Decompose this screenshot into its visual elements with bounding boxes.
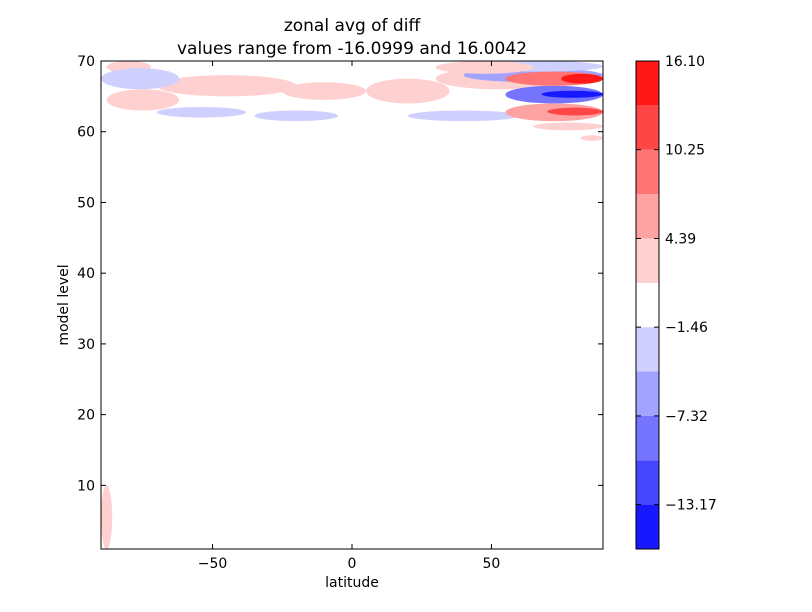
contour-region	[156, 75, 297, 97]
y-tick-label: 70	[77, 54, 95, 70]
colorbar-tick-label: −1.46	[665, 320, 708, 336]
y-axis-label: model level	[56, 264, 72, 345]
contour-region	[101, 485, 113, 549]
y-tick-label: 20	[77, 408, 95, 424]
colorbar-band	[636, 415, 659, 461]
colorbar-frame	[635, 60, 660, 550]
colorbar-tick-label: −13.17	[665, 498, 717, 514]
x-axis-label: latitude	[325, 575, 379, 591]
colorbar-band	[636, 460, 659, 505]
contour-region	[580, 135, 603, 141]
contour-region	[254, 110, 339, 122]
plot-area: −50 0 50 10 20 30 40 50 60 70	[77, 54, 604, 572]
x-tick-label: 0	[348, 556, 357, 572]
contour-region	[547, 107, 603, 116]
colorbar-band	[636, 282, 659, 328]
chart-subtitle: values range from -16.0999 and 16.0042	[177, 39, 527, 59]
colorbar-tick-label: 4.39	[665, 231, 696, 247]
colorbar-band	[636, 61, 659, 106]
y-tick-label: 10	[77, 478, 95, 494]
contour-region	[541, 90, 603, 98]
colorbar: 16.10 10.25 4.39 −1.46 −7.32 −13.17	[635, 54, 717, 550]
colorbar-tick-label: 10.25	[665, 143, 705, 159]
contour-region	[435, 61, 534, 74]
contour-region	[407, 110, 520, 122]
contour-region	[106, 89, 180, 111]
contour-region	[282, 82, 366, 100]
colorbar-band	[636, 504, 659, 549]
contour-region	[533, 122, 603, 131]
colorbar-band	[636, 327, 659, 372]
colorbar-band	[636, 194, 659, 239]
colorbar-tick-label: −7.32	[665, 409, 708, 425]
y-tick-label: 60	[77, 125, 95, 141]
plot-background	[101, 61, 603, 549]
contour-region	[156, 106, 247, 118]
y-tick-label: 30	[77, 337, 95, 353]
y-tick-label: 50	[77, 195, 95, 211]
x-tick-label: −50	[198, 556, 228, 572]
colorbar-band	[636, 149, 659, 195]
x-tick-label: 50	[483, 556, 501, 572]
chart-title: zonal avg of diff	[284, 16, 422, 36]
contour-region	[561, 73, 603, 84]
contour-region	[101, 68, 180, 90]
colorbar-band	[636, 371, 659, 416]
colorbar-band	[636, 105, 659, 150]
contour-region	[365, 78, 450, 104]
colorbar-tick-label: 16.10	[665, 54, 705, 70]
y-tick-label: 40	[77, 266, 95, 282]
colorbar-band	[636, 238, 659, 283]
